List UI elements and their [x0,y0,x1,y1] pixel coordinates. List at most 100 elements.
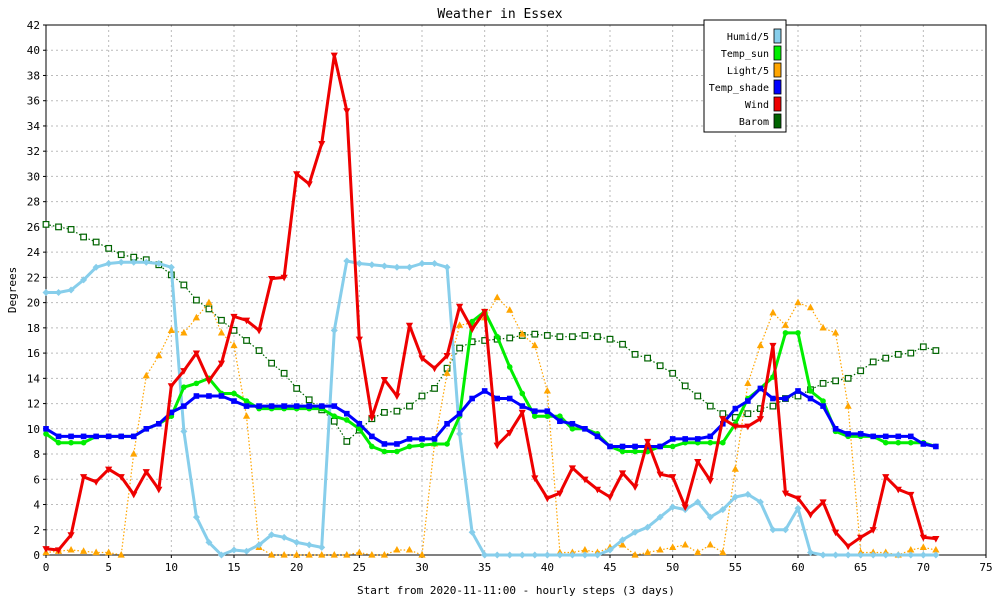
wind-point [343,108,351,115]
wind-point [117,474,125,481]
wind-point [744,423,752,431]
humid-5-point [431,260,439,267]
wind-point [882,474,890,481]
wind-point [217,360,226,368]
humid-5-point [731,493,739,501]
y-tick-label: 18 [27,322,40,335]
light-5-point [531,341,539,349]
temp-shade-point [93,433,99,440]
x-tick-label: 70 [917,561,930,574]
x-tick-label: 50 [666,561,679,574]
wind-point [756,416,764,423]
light-5-point [706,540,714,548]
temp-sun-point [569,426,576,432]
temp-shade-point [193,393,200,399]
humid-5-point [468,528,476,536]
temp-shade-point [694,436,701,442]
temp-shade-point [130,433,137,440]
wind-point [719,416,727,423]
wind-point [581,476,589,484]
barom-point [393,407,401,415]
humid-5-point [882,551,890,559]
barom-point [794,392,802,400]
temp-sun-point [193,380,200,387]
temp-shade-point [206,393,212,399]
humid-5-point [167,263,175,271]
wind-point [80,474,88,481]
humid-5-point [155,260,163,267]
barom-point [92,238,100,246]
humid-5-point [606,546,614,554]
light-5-point [80,547,88,554]
humid-5-point [819,551,827,559]
light-5-point [506,306,514,313]
barom-point [932,347,940,354]
legend-label-temp-sun: Temp_sun [721,49,769,60]
wind-point [355,336,363,344]
y-tick-label: 14 [27,372,41,385]
humid-5-point [869,551,877,559]
humid-5-point [192,513,200,521]
wind-point [769,342,777,350]
humid-5-point [67,286,75,294]
legend-label-humid-5: Humid/5 [727,32,769,43]
humid-5-point [255,541,263,549]
humid-5-point [280,533,288,541]
wind-point [844,543,852,551]
temp-shade-point [882,433,889,440]
temp-sun-point [882,439,889,446]
legend-swatch-light-5 [773,62,782,78]
humid-5-point [706,513,714,521]
temp-sun-point [544,413,551,419]
light-5-point [293,551,301,558]
temp-shade-point [143,426,150,432]
wind-point [606,494,614,501]
temp-shade-point [908,433,914,440]
humid-5-point [593,551,601,559]
humid-5-point [418,260,426,267]
series-line-wind [45,53,937,552]
humid-5-point [330,326,338,334]
humid-5-point [380,262,388,270]
temp-shade-point [406,436,413,442]
barom-point [218,316,225,324]
humid-5-point [656,513,664,521]
light-5-point [731,465,739,472]
temp-shade-point [80,433,87,440]
wind-point [105,466,113,474]
temp-shade-point [105,433,112,440]
light-5-point [280,551,288,558]
wind-point [380,376,388,384]
light-5-point [518,330,526,337]
temp-shade-point [331,403,338,409]
light-5-point [305,551,313,558]
humid-5-point [769,526,777,534]
light-5-point [669,543,677,551]
barom-point [381,409,388,416]
humid-5-point [55,289,63,297]
barom-point [280,369,288,377]
temp-shade-point [218,393,225,399]
temp-shade-point [832,426,839,432]
humid-5-point [105,260,113,267]
temp-sun-point [632,448,638,455]
humid-5-point [293,538,301,546]
temp-shade-point [920,441,927,447]
light-5-point [405,545,414,553]
barom-point [706,402,714,410]
barom-point [832,377,839,385]
humid-5-point [305,541,313,549]
light-5-point [919,543,927,551]
humid-5-point [907,551,915,559]
temp-sun-point [431,441,438,447]
humid-5-point [581,551,589,559]
light-5-point [67,545,75,553]
temp-shade-point [669,436,676,442]
wind-point [531,475,539,483]
temp-shade-point [431,436,438,442]
temp-shade-point [268,403,275,409]
wind-point [180,368,188,375]
barom-point [581,332,589,339]
temp-sun-point [707,439,714,446]
temp-sun-point [519,390,526,397]
